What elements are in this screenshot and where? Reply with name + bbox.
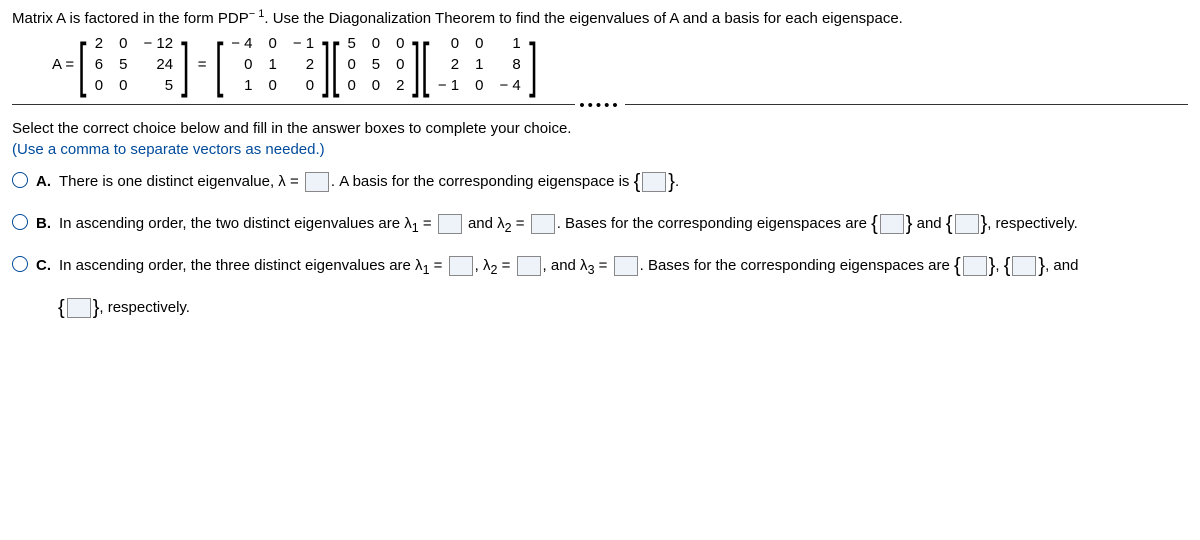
bracket-icon: [ — [331, 35, 339, 95]
input-c-basis1[interactable] — [963, 256, 987, 276]
intro-exp: − 1 — [249, 8, 265, 20]
matrix-equation: A = [ 20− 12 6524 005 ] = [ − 40− 1 012 … — [52, 33, 1188, 96]
choice-a-body: There is one distinct eigenvalue, λ = . … — [59, 164, 1188, 200]
bracket-icon: [ — [78, 35, 86, 95]
choice-c-body: In ascending order, the three distinct e… — [59, 248, 1188, 284]
bracket-icon: [ — [215, 35, 223, 95]
choice-a-row: A. There is one distinct eigenvalue, λ =… — [12, 164, 1188, 200]
bracket-icon: ] — [413, 35, 421, 95]
input-b-basis1[interactable] — [880, 214, 904, 234]
bracket-icon: [ — [421, 35, 429, 95]
input-c-l3[interactable] — [614, 256, 638, 276]
intro-pre: Matrix A is factored in the form PDP — [12, 10, 249, 27]
input-b-l2[interactable] — [531, 214, 555, 234]
problem-statement: Matrix A is factored in the form PDP− 1.… — [12, 8, 1188, 27]
instruction-line1: Select the correct choice below and fill… — [12, 120, 1188, 137]
ellipsis-icon: ••••• — [575, 97, 625, 114]
input-c-basis2[interactable] — [1012, 256, 1036, 276]
bracket-icon: ] — [181, 35, 189, 95]
radio-b[interactable] — [12, 214, 28, 230]
choice-b-body: In ascending order, the two distinct eig… — [59, 206, 1188, 242]
choice-c-label: C. — [36, 257, 51, 274]
equals-sign: = — [198, 56, 207, 73]
input-a-basis[interactable] — [642, 172, 666, 192]
matrix-P: − 40− 1 012 100 — [223, 33, 322, 96]
input-b-l1[interactable] — [438, 214, 462, 234]
radio-a[interactable] — [12, 172, 28, 188]
instruction-line2: (Use a comma to separate vectors as need… — [12, 141, 1188, 158]
radio-c[interactable] — [12, 256, 28, 272]
matrix-D: 500 050 002 — [339, 33, 412, 96]
matrix-A: 20− 12 6524 005 — [87, 33, 181, 96]
input-b-basis2[interactable] — [955, 214, 979, 234]
choice-b-row: B. In ascending order, the two distinct … — [12, 206, 1188, 242]
input-a-lambda[interactable] — [305, 172, 329, 192]
input-c-l2[interactable] — [517, 256, 541, 276]
choice-c-row: C. In ascending order, the three distinc… — [12, 248, 1188, 284]
bracket-icon: ] — [529, 35, 537, 95]
input-c-l1[interactable] — [449, 256, 473, 276]
bracket-icon: ] — [322, 35, 330, 95]
lhs-label: A = — [52, 56, 74, 73]
choice-a-label: A. — [36, 173, 51, 190]
choice-c-continued: {}, respectively. — [58, 290, 1188, 326]
choice-b-label: B. — [36, 215, 51, 232]
matrix-Pinv: 001 218 − 10− 4 — [430, 33, 529, 96]
intro-post: . Use the Diagonalization Theorem to fin… — [264, 10, 902, 27]
input-c-basis3[interactable] — [67, 298, 91, 318]
